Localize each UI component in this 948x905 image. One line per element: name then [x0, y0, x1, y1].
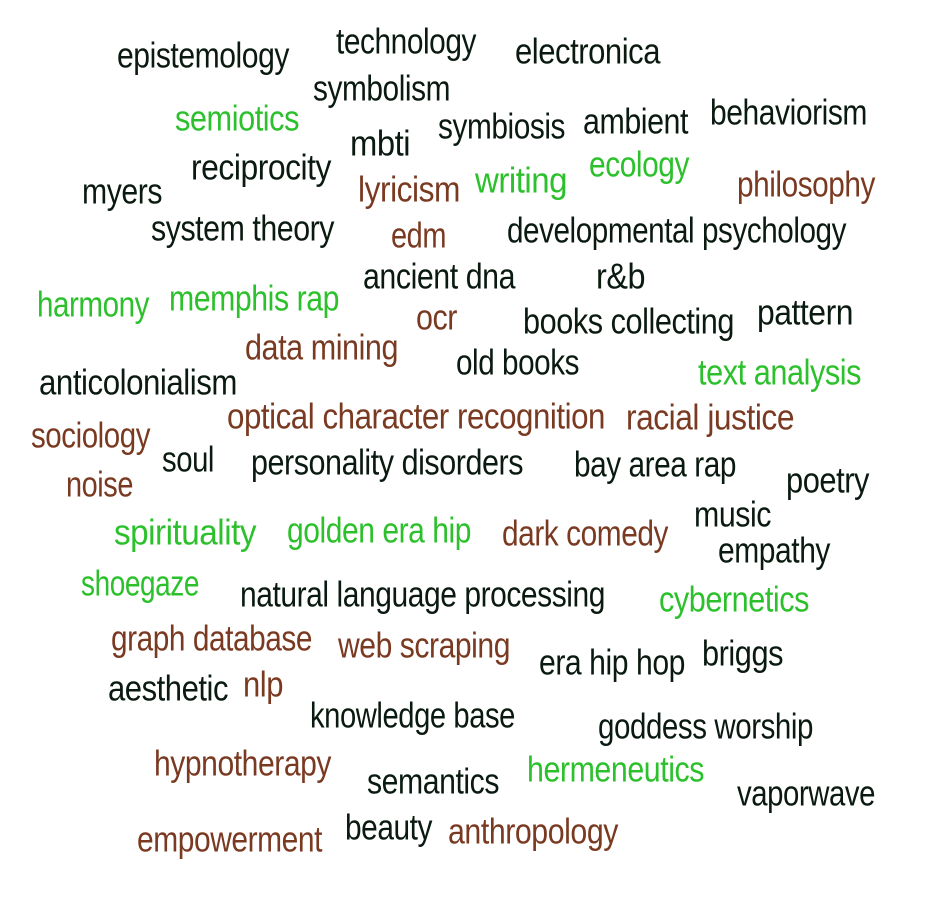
cloud-word: r&b [596, 256, 645, 297]
cloud-word: empowerment [137, 819, 322, 860]
cloud-word: symbolism [313, 68, 450, 109]
cloud-word: knowledge base [310, 695, 515, 736]
cloud-word: era hip hop [539, 642, 685, 683]
cloud-word: reciprocity [191, 147, 331, 188]
cloud-word: ambient [583, 101, 688, 142]
cloud-word: pattern [757, 292, 853, 333]
cloud-word: briggs [702, 633, 783, 674]
cloud-word: beauty [345, 807, 432, 848]
cloud-word: lyricism [358, 169, 460, 210]
cloud-word: golden era hip [287, 510, 471, 551]
cloud-word: ancient dna [363, 256, 515, 297]
cloud-word: technology [336, 21, 476, 62]
cloud-word: semiotics [175, 98, 299, 139]
cloud-word: text analysis [698, 352, 861, 393]
cloud-word: memphis rap [169, 278, 339, 319]
cloud-word: personality disorders [251, 442, 523, 483]
cloud-word: anthropology [448, 811, 618, 852]
cloud-word: books collecting [523, 301, 734, 342]
cloud-word: poetry [786, 460, 869, 501]
cloud-word: harmony [37, 284, 149, 325]
cloud-word: web scraping [338, 625, 510, 666]
cloud-word: developmental psychology [507, 210, 846, 251]
cloud-word: vaporwave [737, 773, 875, 814]
cloud-word: bay area rap [574, 444, 736, 485]
cloud-word: noise [66, 464, 133, 505]
cloud-word: edm [391, 215, 446, 256]
cloud-word: electronica [515, 31, 660, 72]
cloud-word: myers [82, 171, 162, 212]
cloud-word: racial justice [626, 397, 794, 438]
cloud-word: sociology [31, 415, 150, 456]
cloud-word: graph database [111, 618, 312, 659]
cloud-word: mbti [350, 123, 410, 164]
cloud-word: system theory [151, 208, 334, 249]
cloud-word: optical character recognition [227, 396, 605, 437]
cloud-word: philosophy [737, 164, 875, 205]
cloud-word: epistemology [117, 35, 289, 76]
cloud-word: goddess worship [598, 706, 813, 747]
cloud-word: hermeneutics [527, 749, 704, 790]
cloud-word: data mining [245, 327, 398, 368]
cloud-word: anticolonialism [39, 362, 237, 403]
cloud-word: music [694, 494, 771, 535]
cloud-word: cybernetics [659, 579, 809, 620]
cloud-word: old books [456, 342, 579, 383]
cloud-word: empathy [718, 530, 830, 571]
cloud-word: ocr [416, 297, 457, 338]
cloud-word: natural language processing [240, 574, 605, 615]
cloud-word: behaviorism [710, 92, 867, 133]
cloud-word: nlp [243, 664, 283, 705]
cloud-word: ecology [589, 144, 689, 185]
cloud-word: symbiosis [438, 106, 565, 147]
cloud-word: writing [475, 160, 567, 201]
cloud-word: semantics [367, 761, 499, 802]
cloud-word: hypnotherapy [154, 743, 331, 784]
cloud-word: aesthetic [108, 668, 228, 709]
cloud-word: spirituality [114, 512, 256, 553]
cloud-word: soul [162, 439, 214, 480]
cloud-word: shoegaze [81, 563, 199, 604]
cloud-word: dark comedy [502, 513, 668, 554]
